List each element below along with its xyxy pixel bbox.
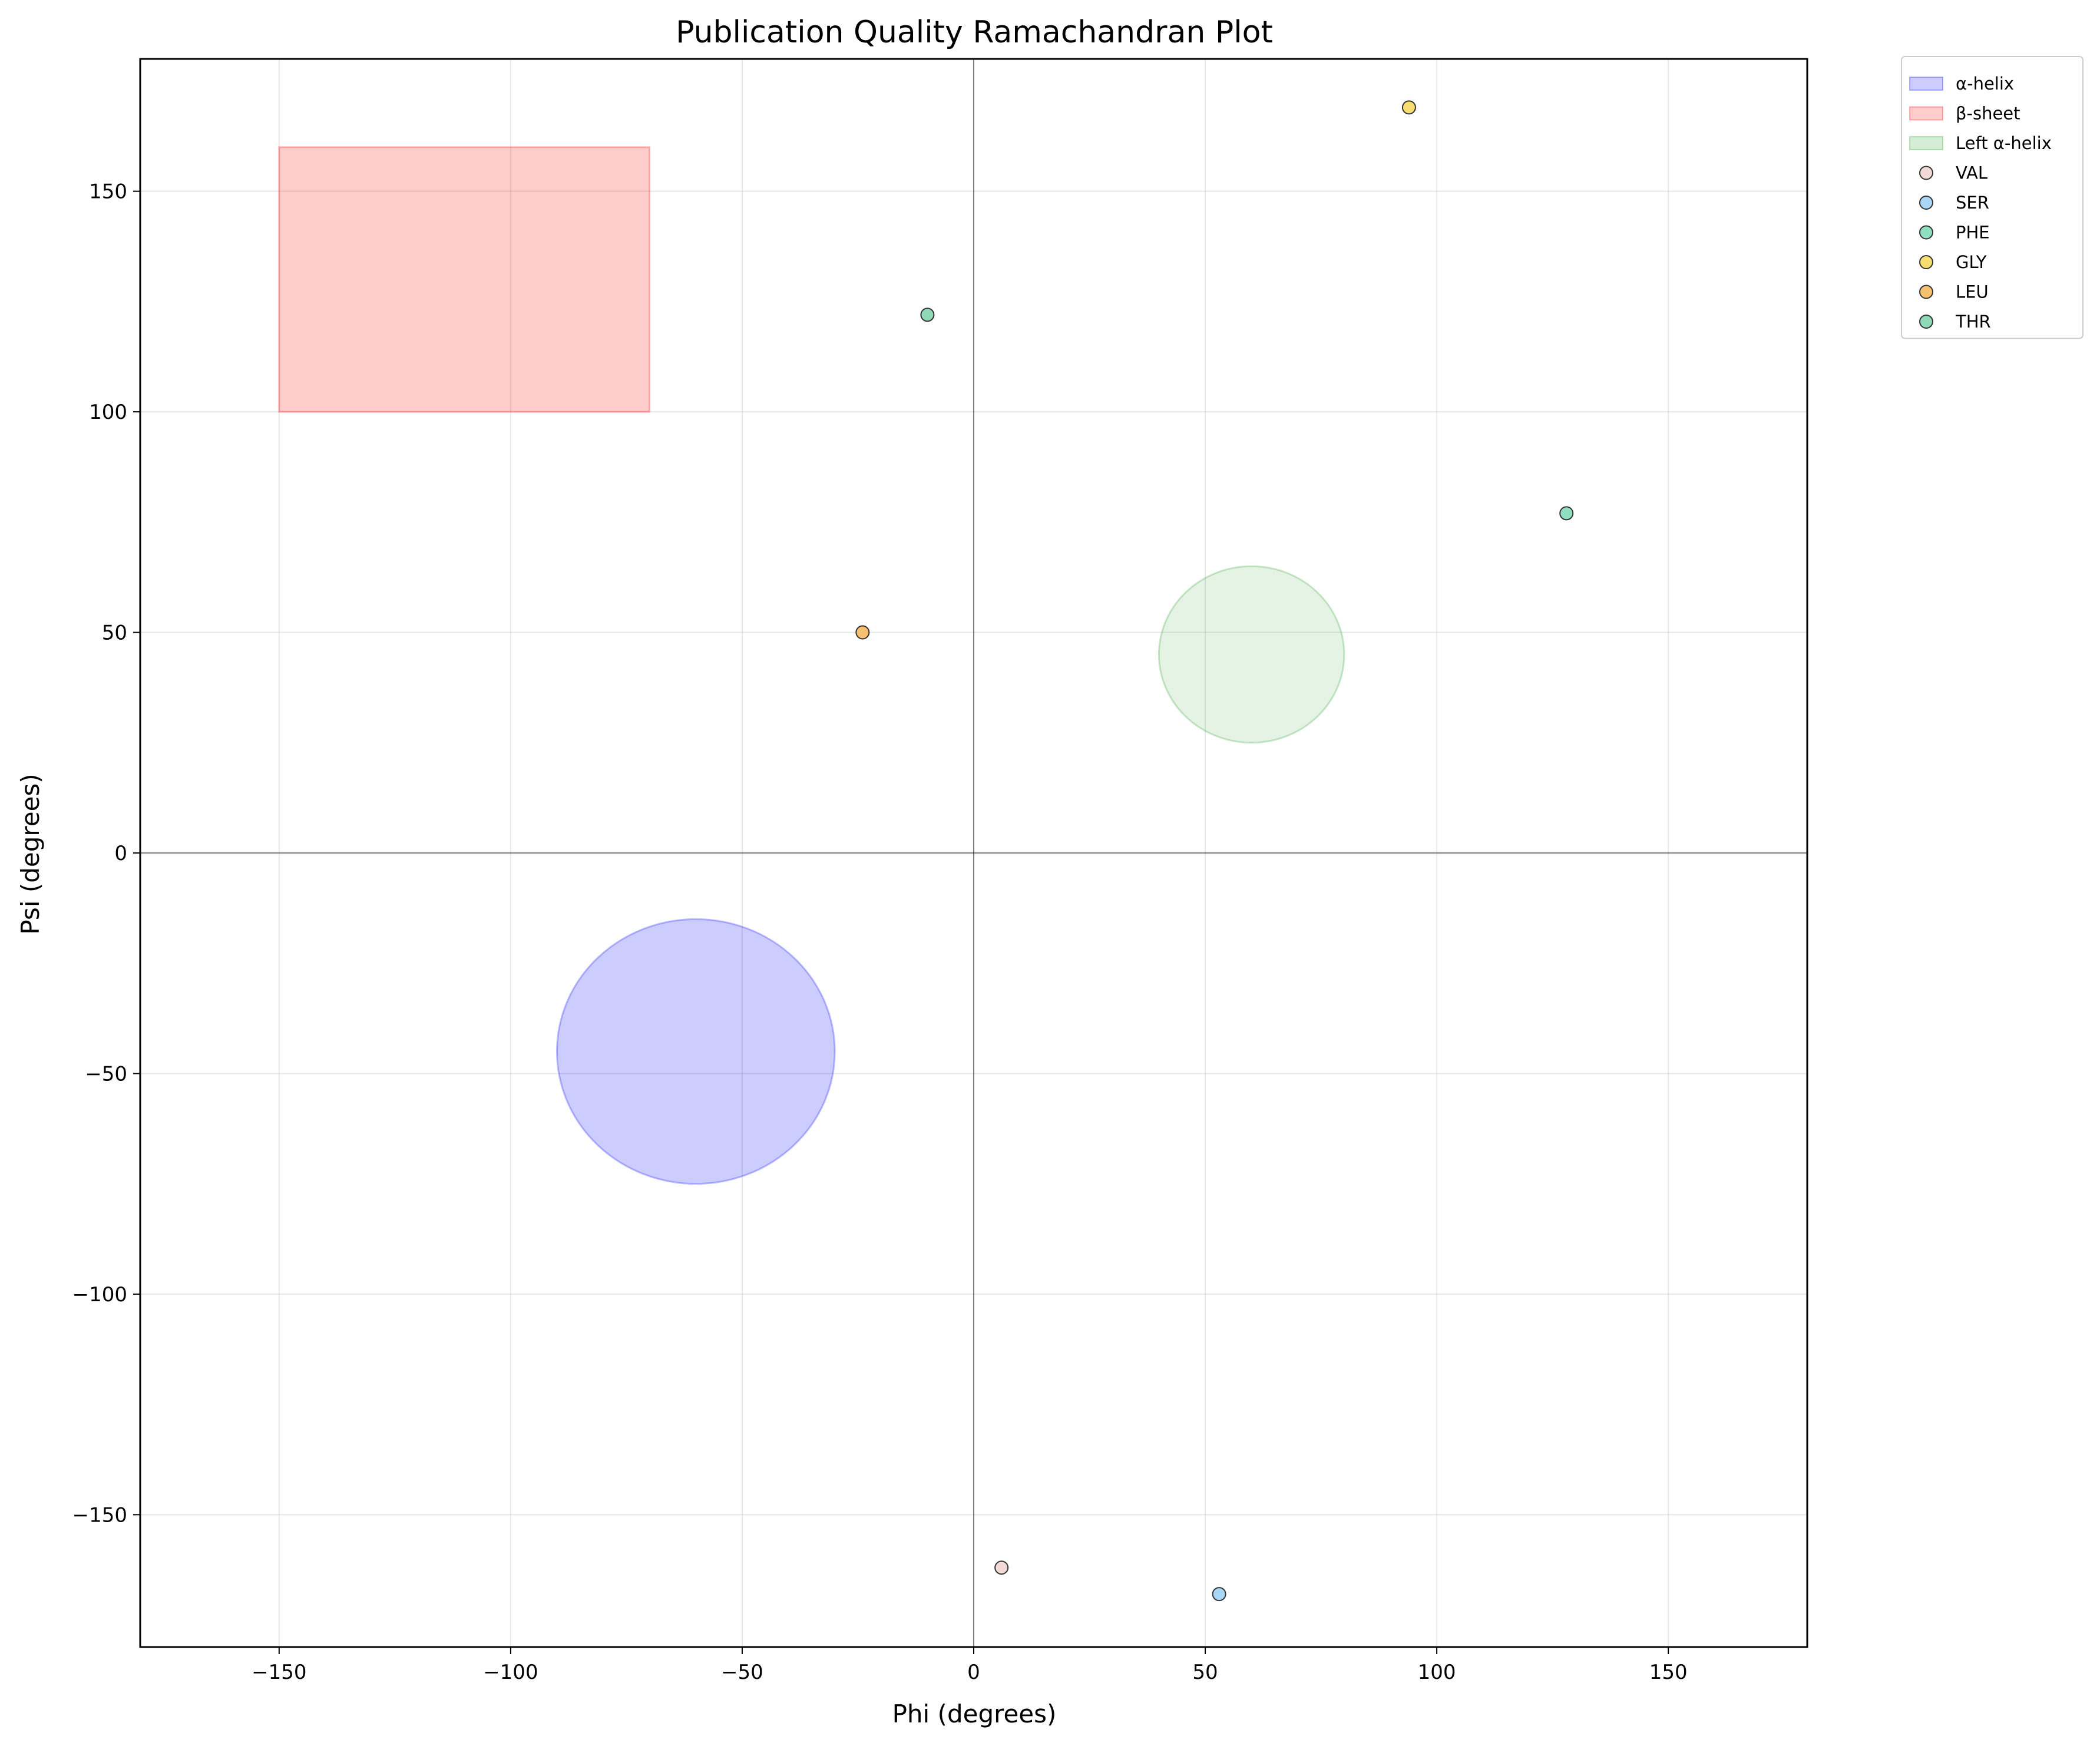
legend-swatch bbox=[1909, 136, 1943, 150]
legend-label: Left α-helix bbox=[1956, 133, 2052, 153]
legend-marker bbox=[1919, 315, 1933, 329]
residue-points bbox=[855, 100, 1574, 1602]
legend: α-helix β-sheet Left α-helix VAL SER PHE GLY LE… bbox=[1901, 56, 2084, 339]
chart-title: Publication Quality Ramachandran Plot bbox=[676, 15, 1273, 50]
point-leu bbox=[855, 625, 870, 640]
y-axis-title: Psi (degrees) bbox=[16, 773, 45, 934]
y-tick-label: 150 bbox=[89, 180, 127, 204]
axis-ticks: −150 −100 −50 0 50 100 150 −150 −100 −50 0 50 100 150 bbox=[72, 180, 1688, 1684]
legend-marker bbox=[1919, 255, 1933, 269]
x-tick-label: −100 bbox=[483, 1661, 538, 1684]
x-tick-label: 150 bbox=[1649, 1661, 1688, 1684]
zero-lines bbox=[140, 59, 1807, 1647]
y-tick-label: −150 bbox=[72, 1503, 127, 1527]
y-tick-label: −100 bbox=[72, 1283, 127, 1307]
legend-marker bbox=[1919, 196, 1933, 210]
y-tick-label: −50 bbox=[85, 1062, 127, 1086]
y-tick-label: 100 bbox=[89, 401, 127, 424]
legend-label: α-helix bbox=[1956, 74, 2014, 94]
legend-label: THR bbox=[1955, 312, 1991, 332]
legend-label: β-sheet bbox=[1956, 104, 2020, 124]
region--sheet bbox=[278, 146, 651, 413]
x-tick-label: 0 bbox=[967, 1661, 980, 1684]
x-tick-label: 50 bbox=[1192, 1661, 1218, 1684]
y-tick-label: 50 bbox=[102, 621, 127, 645]
point-gly bbox=[1401, 100, 1416, 115]
point-ser bbox=[1212, 1587, 1226, 1602]
y-tick-label: 0 bbox=[114, 842, 127, 865]
legend-swatch bbox=[1909, 106, 1943, 121]
legend-marker bbox=[1919, 225, 1933, 240]
secondary-structure-regions bbox=[278, 146, 1345, 1185]
x-tick-label: −150 bbox=[252, 1661, 306, 1684]
legend-marker bbox=[1919, 166, 1933, 180]
region--helix bbox=[556, 918, 836, 1185]
x-tick-label: −50 bbox=[721, 1661, 763, 1684]
x-tick-label: 100 bbox=[1418, 1661, 1456, 1684]
point-thr bbox=[920, 307, 935, 322]
region-left-helix bbox=[1158, 565, 1345, 744]
point-phe bbox=[1559, 506, 1574, 521]
legend-label: LEU bbox=[1956, 282, 1989, 302]
legend-label: GLY bbox=[1956, 252, 1987, 272]
grid-lines bbox=[140, 59, 1807, 1647]
legend-label: VAL bbox=[1956, 163, 1987, 183]
legend-label: SER bbox=[1956, 193, 1989, 213]
legend-swatch bbox=[1909, 77, 1943, 91]
legend-label: PHE bbox=[1956, 223, 1990, 243]
legend-box bbox=[1901, 56, 2084, 339]
x-axis-title: Phi (degrees) bbox=[892, 1699, 1057, 1728]
point-val bbox=[994, 1560, 1009, 1575]
legend-marker bbox=[1919, 285, 1933, 299]
